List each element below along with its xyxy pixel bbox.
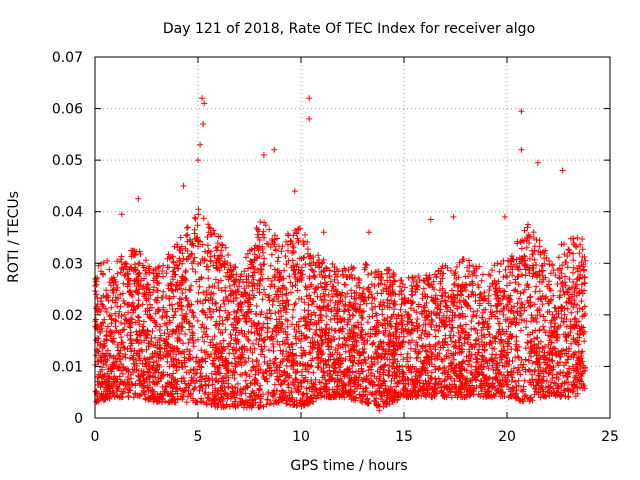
- y-tick-label: 0.03: [52, 256, 83, 272]
- y-tick-labels: 0 0.01 0.02 0.03 0.04 0.05 0.06 0.07: [52, 50, 83, 427]
- y-tick-label: 0.02: [52, 308, 83, 324]
- x-tick-label: 25: [601, 429, 619, 445]
- y-tick-label: 0.05: [52, 153, 83, 169]
- plot-frame: [94, 56, 611, 419]
- chart-title: Day 121 of 2018, Rate Of TEC Index for r…: [163, 21, 535, 37]
- y-tick-label: 0: [74, 411, 83, 427]
- y-axis-label: ROTI / TECUs: [6, 191, 22, 283]
- x-tick-label: 20: [498, 429, 516, 445]
- axis-ticks: [94, 56, 611, 419]
- x-tick-label: 15: [395, 429, 413, 445]
- y-tick-label: 0.04: [52, 205, 83, 221]
- x-axis-label: GPS time / hours: [290, 458, 407, 474]
- x-tick-label: 10: [292, 429, 310, 445]
- y-tick-label: 0.06: [52, 102, 83, 118]
- x-tick-label: 5: [194, 429, 203, 445]
- x-tick-labels: 0 5 10 15 20 25: [91, 429, 619, 445]
- y-tick-label: 0.01: [52, 359, 83, 375]
- x-tick-label: 0: [91, 429, 100, 445]
- y-tick-label: 0.07: [52, 50, 83, 66]
